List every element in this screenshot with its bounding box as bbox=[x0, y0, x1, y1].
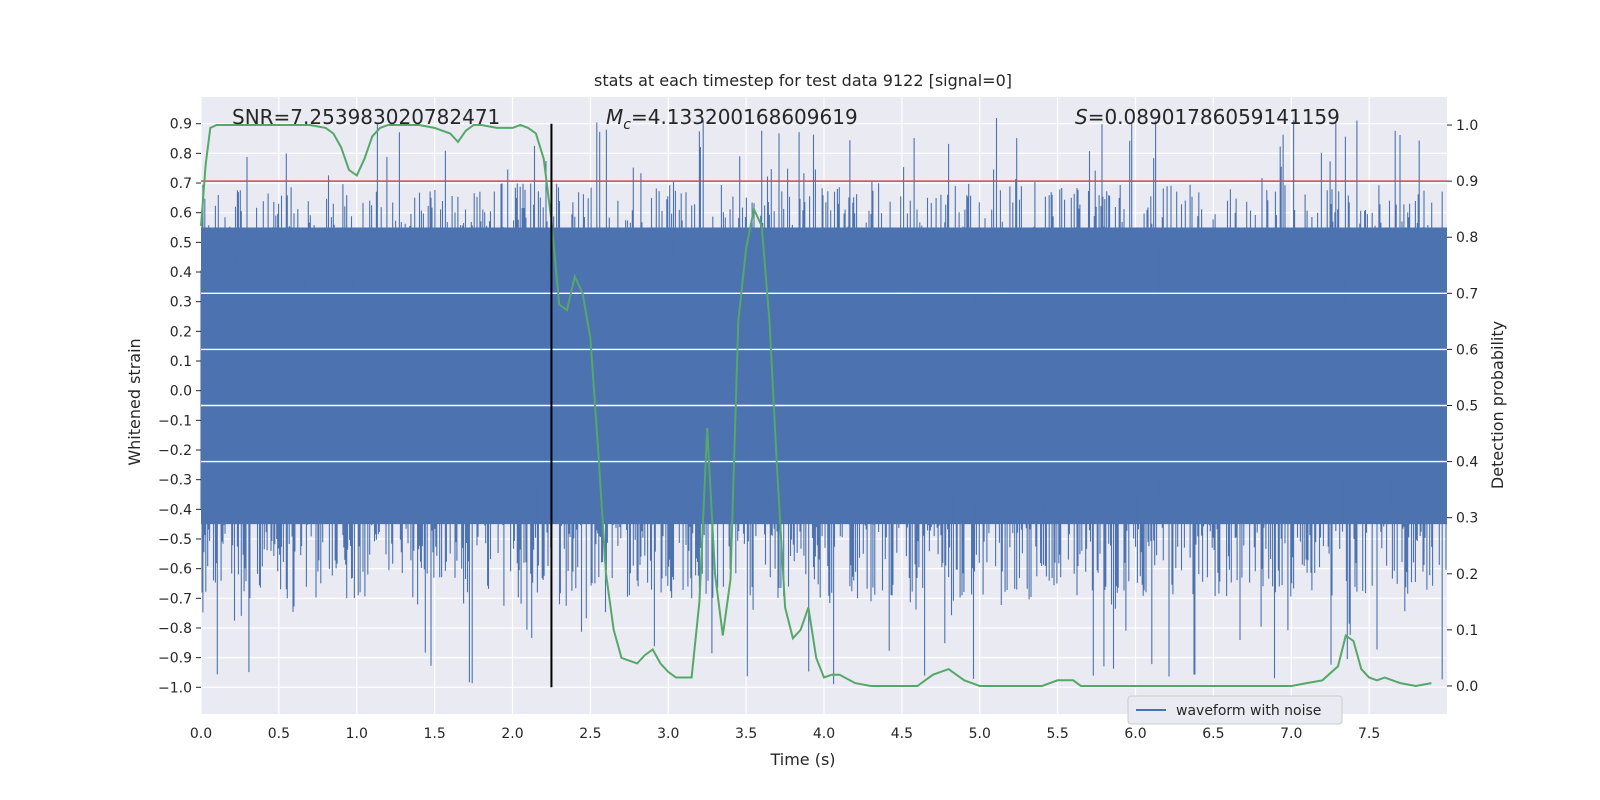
x-ticks: 0.0 0.5 1.0 1.5 2.0 2.5 3.0 3.5 4.0 4.5 5.0 5.5 6.0 6… bbox=[190, 726, 1380, 742]
x-tick-label: 4.0 bbox=[813, 726, 835, 742]
y-right-tick-label: 0.7 bbox=[1456, 286, 1478, 302]
y-left-tick-label: 0.4 bbox=[170, 265, 192, 281]
y-right-tick-label: 0.9 bbox=[1456, 174, 1478, 190]
y-left-axis-label: Whitened strain bbox=[125, 338, 144, 465]
chart-title: stats at each timestep for test data 912… bbox=[594, 71, 1012, 90]
y-left-tick-label: 0.8 bbox=[170, 146, 192, 162]
y-right-tick-label: 0.8 bbox=[1456, 230, 1478, 246]
x-tick-label: 7.0 bbox=[1280, 726, 1302, 742]
x-axis-label: Time (s) bbox=[769, 750, 835, 769]
y-right-tick-label: 0.3 bbox=[1456, 511, 1478, 527]
y-left-tick-label: −0.8 bbox=[158, 621, 192, 637]
y-left-tick-label: −0.4 bbox=[158, 502, 192, 518]
y-right-tick-label: 0.6 bbox=[1456, 342, 1478, 358]
y-left-ticks: 0.9 0.8 0.7 0.6 0.5 0.4 0.3 0.2 0.1 0.0 −0.1 −0.2 −0… bbox=[158, 117, 201, 696]
x-tick-label: 4.5 bbox=[891, 726, 913, 742]
x-tick-label: 2.5 bbox=[579, 726, 601, 742]
y-left-tick-label: 0.9 bbox=[170, 117, 192, 133]
chirp-mass-annotation: Mc=4.133200168609619 bbox=[606, 105, 858, 133]
x-tick-label: 5.5 bbox=[1046, 726, 1068, 742]
x-tick-label: 7.5 bbox=[1358, 726, 1380, 742]
y-left-tick-label: −0.9 bbox=[158, 651, 192, 667]
y-right-ticks: 1.0 0.9 0.8 0.7 0.6 0.5 0.4 0.3 0.2 0.1 0.0 bbox=[1447, 118, 1478, 695]
legend-label: waveform with noise bbox=[1176, 703, 1321, 719]
legend-box bbox=[1127, 695, 1343, 725]
y-left-tick-label: 0.5 bbox=[170, 235, 192, 251]
y-right-axis-label: Detection probability bbox=[1488, 321, 1507, 489]
y-left-tick-label: 0.0 bbox=[170, 384, 192, 400]
y-left-tick-label: 0.6 bbox=[170, 206, 192, 222]
legend: waveform with noise bbox=[1127, 695, 1343, 725]
y-left-tick-label: −0.1 bbox=[158, 413, 192, 429]
y-left-tick-label: −0.2 bbox=[158, 443, 192, 459]
snr-annotation: SNR=7.253983020782471 bbox=[232, 105, 500, 129]
y-left-tick-label: 0.2 bbox=[170, 324, 192, 340]
x-tick-label: 3.5 bbox=[735, 726, 757, 742]
x-tick-label: 3.0 bbox=[657, 726, 679, 742]
s-value: =0.08901786059141159 bbox=[1088, 105, 1340, 129]
y-right-tick-label: 0.5 bbox=[1456, 399, 1478, 415]
y-left-tick-label: −0.3 bbox=[158, 473, 192, 489]
x-tick-label: 6.5 bbox=[1202, 726, 1224, 742]
x-tick-label: 2.0 bbox=[501, 726, 523, 742]
y-left-tick-label: −0.5 bbox=[158, 532, 192, 548]
y-right-tick-label: 0.4 bbox=[1456, 455, 1478, 471]
mc-subscript: c bbox=[623, 117, 631, 133]
x-tick-label: 6.0 bbox=[1124, 726, 1146, 742]
y-left-tick-label: −0.6 bbox=[158, 562, 192, 578]
y-left-tick-label: −1.0 bbox=[158, 680, 192, 696]
y-right-tick-label: 0.2 bbox=[1456, 567, 1478, 583]
x-tick-label: 5.0 bbox=[969, 726, 991, 742]
mc-value: =4.133200168609619 bbox=[631, 105, 858, 129]
y-left-tick-label: 0.7 bbox=[170, 176, 192, 192]
mc-symbol: M bbox=[606, 105, 623, 129]
x-tick-label: 0.5 bbox=[268, 726, 290, 742]
x-tick-label: 1.5 bbox=[423, 726, 445, 742]
waveform-with-noise bbox=[200, 118, 1447, 685]
s-symbol: S bbox=[1075, 105, 1088, 129]
y-left-tick-label: 0.3 bbox=[170, 295, 192, 311]
y-right-tick-label: 0.0 bbox=[1456, 679, 1478, 695]
y-left-tick-label: −0.7 bbox=[158, 591, 192, 607]
white-lines bbox=[201, 292, 1447, 463]
x-tick-label: 1.0 bbox=[346, 726, 368, 742]
y-right-tick-label: 1.0 bbox=[1456, 118, 1478, 134]
x-tick-label: 0.0 bbox=[190, 726, 212, 742]
y-left-tick-label: 0.1 bbox=[170, 354, 192, 370]
y-right-tick-label: 0.1 bbox=[1456, 623, 1478, 639]
detection-probability-line bbox=[200, 123, 1432, 688]
s-annotation: S=0.08901786059141159 bbox=[1075, 105, 1340, 129]
waveform-trace bbox=[200, 118, 1447, 685]
